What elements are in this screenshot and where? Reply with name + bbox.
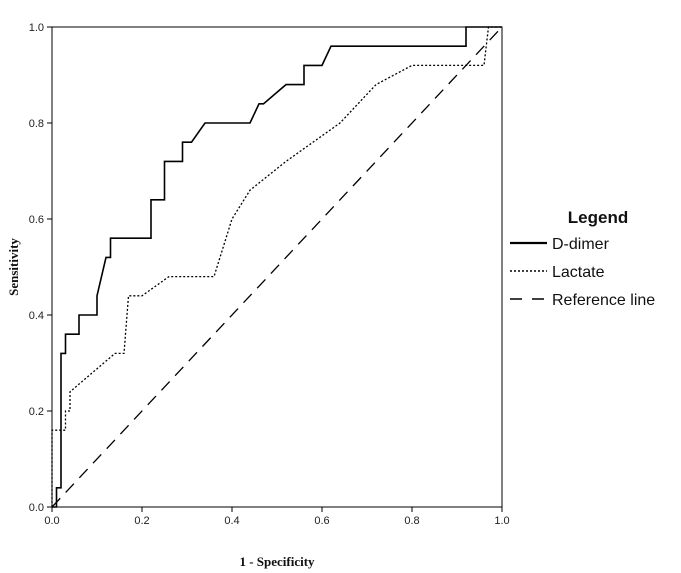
series-line-reference-line (51, 26, 503, 508)
legend-label: Reference line (552, 292, 655, 309)
series-layer (51, 26, 503, 508)
legend-title: Legend (568, 208, 628, 227)
y-tick-label: 0.4 (29, 310, 44, 322)
legend-label: Lactate (552, 264, 605, 281)
y-tick-label: 0.6 (29, 214, 44, 226)
y-axis-title: Sensitivity (6, 238, 21, 296)
y-tick-label: 0.8 (29, 118, 44, 130)
x-axis-title: 1 - Specificity (239, 554, 315, 569)
series-line-lactate (51, 26, 502, 507)
legend-label: D-dimer (552, 236, 610, 253)
x-axis: 0.0 0.2 0.4 0.6 0.8 1.0 (44, 507, 510, 527)
y-axis: 0.0 0.2 0.4 0.6 0.8 1.0 (29, 22, 52, 514)
x-tick-label: 0.0 (44, 515, 59, 527)
y-tick-label: 0.0 (29, 502, 44, 514)
x-tick-label: 0.4 (224, 515, 239, 527)
y-tick-label: 0.2 (29, 406, 44, 418)
y-tick-label: 1.0 (29, 22, 44, 34)
legend: Legend D-dimer Lactate Reference line (510, 208, 655, 309)
plot-frame (51, 26, 503, 508)
x-tick-label: 0.8 (404, 515, 419, 527)
series-line-d-dimer (52, 26, 502, 508)
x-tick-label: 1.0 (494, 515, 509, 527)
x-tick-label: 0.2 (134, 515, 149, 527)
x-tick-label: 0.6 (314, 515, 329, 527)
